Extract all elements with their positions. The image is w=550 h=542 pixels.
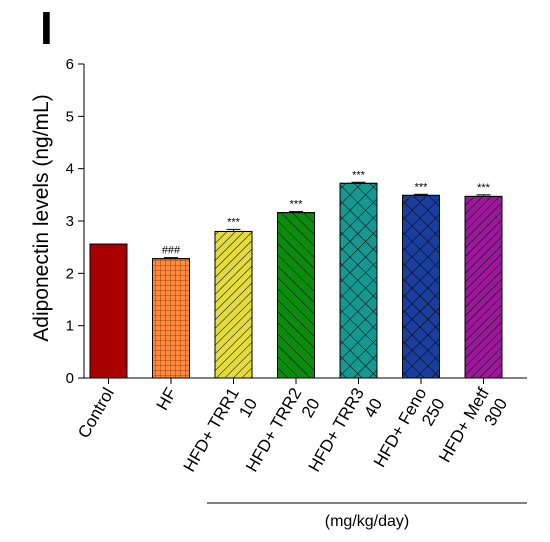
- bar-hatch: [339, 182, 378, 379]
- panel-label: I: [40, 2, 53, 54]
- y-tick-label: 2: [66, 265, 74, 282]
- x-tick-label: HFD+ Feno250: [370, 385, 449, 482]
- significance-label: ***: [415, 181, 429, 193]
- x-tick-label: HFD+ Metf300: [435, 384, 511, 476]
- x-tick-label: HFD+ TRR340: [305, 385, 386, 486]
- x-tick-label: Control: [74, 385, 118, 442]
- y-tick-label: 1: [66, 318, 74, 335]
- y-tick-label: 3: [66, 213, 74, 230]
- y-axis-title: Adiponectin levels (ng/mL): [30, 94, 53, 341]
- y-tick-label: 6: [66, 56, 74, 73]
- bar-hatch: [277, 212, 315, 379]
- y-tick-label: 5: [66, 108, 74, 125]
- bar-hatch: [152, 258, 190, 379]
- significance-label: ***: [227, 216, 241, 228]
- significance-label: ***: [290, 199, 304, 211]
- bar-hatch: [214, 230, 253, 379]
- y-tick-label: 0: [66, 370, 74, 387]
- significance-label: ***: [477, 182, 491, 194]
- bar-hatch: [464, 195, 503, 379]
- significance-label: ###: [162, 245, 181, 257]
- y-tick-label: 4: [66, 161, 74, 178]
- x-tick-label: HF: [153, 385, 181, 414]
- bar-hatch: [402, 194, 440, 379]
- significance-label: ***: [352, 169, 366, 181]
- bar: [89, 243, 128, 379]
- group-label: (mg/kg/day): [325, 513, 409, 530]
